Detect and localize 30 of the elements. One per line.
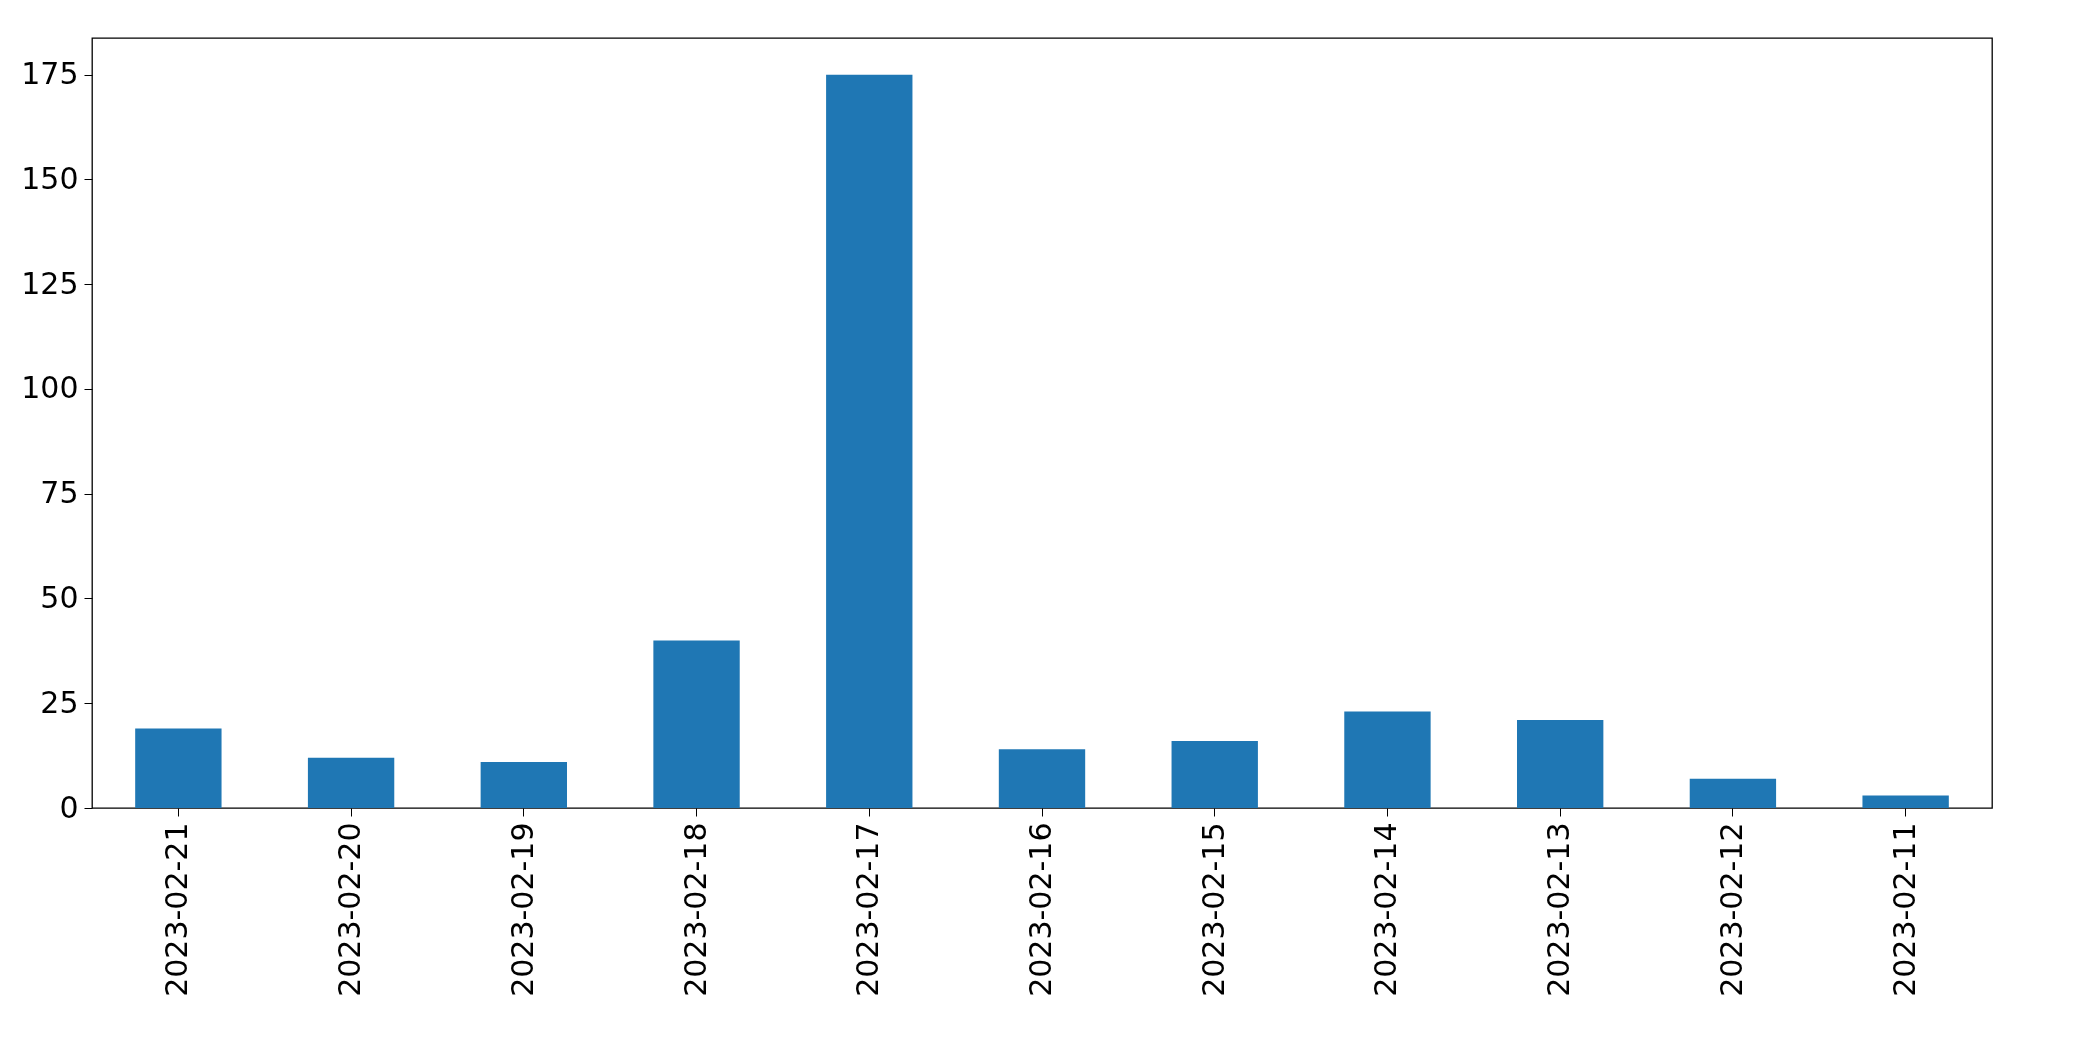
x-tick-label: 2023-02-18 bbox=[677, 822, 713, 997]
x-tick-label: 2023-02-11 bbox=[1886, 822, 1922, 997]
x-tick-label: 2023-02-13 bbox=[1541, 822, 1577, 997]
bar bbox=[653, 640, 740, 808]
x-tick-label: 2023-02-17 bbox=[850, 822, 886, 997]
bar bbox=[998, 749, 1086, 808]
bar bbox=[826, 74, 913, 808]
y-tick-label: 150 bbox=[21, 160, 79, 196]
x-tick-label: 2023-02-19 bbox=[504, 822, 540, 997]
y-tick-label: 100 bbox=[21, 370, 79, 406]
bar bbox=[1171, 740, 1258, 808]
x-tick-label: 2023-02-21 bbox=[159, 822, 195, 997]
y-tick-label: 0 bbox=[59, 789, 79, 825]
bar bbox=[1689, 778, 1777, 808]
x-tick-label: 2023-02-14 bbox=[1368, 822, 1404, 997]
x-tick-label: 2023-02-12 bbox=[1713, 822, 1749, 997]
bar bbox=[1517, 720, 1604, 808]
x-tick-label: 2023-02-16 bbox=[1023, 822, 1058, 997]
y-tick-label: 50 bbox=[40, 579, 79, 615]
bar bbox=[307, 757, 395, 808]
y-tick-label: 175 bbox=[21, 56, 79, 92]
y-tick-label: 25 bbox=[40, 684, 79, 720]
bar bbox=[480, 761, 567, 808]
y-tick-label: 75 bbox=[40, 475, 79, 511]
y-tick-label: 125 bbox=[21, 265, 79, 301]
x-tick-label: 2023-02-20 bbox=[332, 822, 368, 997]
x-tick-label: 2023-02-15 bbox=[1195, 822, 1231, 997]
bar bbox=[1344, 711, 1431, 808]
bar bbox=[1862, 795, 1949, 808]
bar bbox=[135, 728, 222, 808]
